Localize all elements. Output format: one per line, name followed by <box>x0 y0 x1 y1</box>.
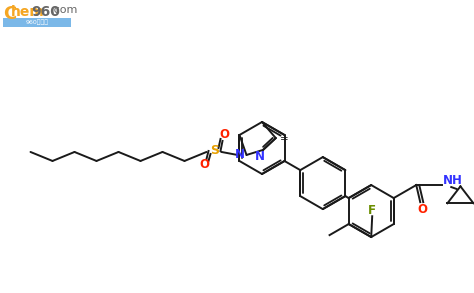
Text: O: O <box>200 159 210 171</box>
Text: N: N <box>255 150 265 163</box>
Text: hem: hem <box>11 5 45 19</box>
Text: .com: .com <box>51 5 78 15</box>
Text: O: O <box>417 203 427 216</box>
Text: N: N <box>235 149 245 161</box>
Text: C: C <box>3 5 16 23</box>
Text: =: = <box>280 134 289 144</box>
Text: 960: 960 <box>31 5 60 19</box>
Text: NH: NH <box>443 173 463 187</box>
FancyBboxPatch shape <box>3 18 71 27</box>
Text: O: O <box>219 128 229 142</box>
Text: F: F <box>368 204 376 217</box>
Text: S: S <box>210 144 219 157</box>
Text: 960化工网: 960化工网 <box>26 19 48 25</box>
